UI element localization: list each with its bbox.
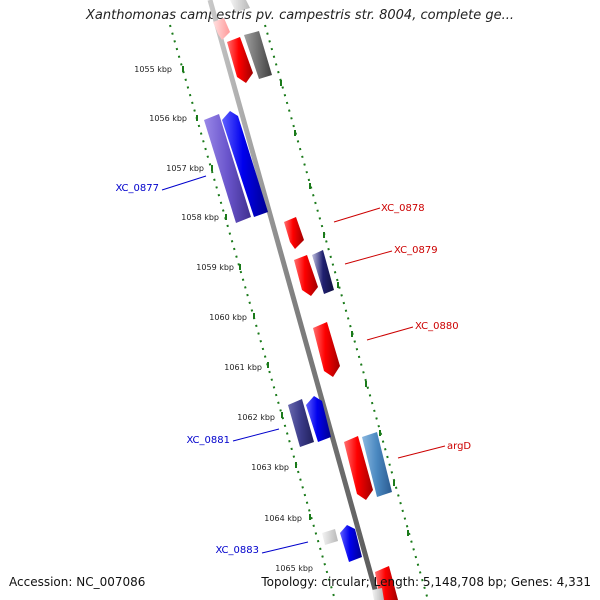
genes — [204, 0, 398, 600]
gene-label-xc0880[interactable]: XC_0880 — [415, 321, 459, 332]
map-title: Xanthomonas campestris pv. campestris st… — [86, 8, 514, 23]
kbp-label: 1063 kbp — [251, 463, 289, 472]
gene-label-xc0877[interactable]: XC_0877 — [115, 183, 159, 194]
gene-feature[interactable] — [344, 436, 373, 500]
gene-feature[interactable] — [222, 111, 268, 217]
gene-feature[interactable] — [213, 18, 230, 40]
kbp-label: 1059 kbp — [196, 263, 234, 272]
gene-label-argd[interactable]: argD — [447, 441, 471, 452]
kbp-label: 1062 kbp — [237, 413, 275, 422]
inner-tick-track — [169, 24, 336, 600]
kbp-label: 1057 kbp — [166, 164, 204, 173]
outer-major-ticks — [280, 80, 409, 536]
gene-feature[interactable] — [244, 31, 272, 79]
kbp-label: 1058 kbp — [181, 213, 219, 222]
gene-feature[interactable] — [288, 399, 314, 447]
gene-feature[interactable] — [204, 114, 251, 223]
inner-major-ticks — [182, 66, 311, 520]
kbp-label: 1061 kbp — [224, 363, 262, 372]
gene-label-xc0881[interactable]: XC_0881 — [186, 435, 230, 446]
gene-feature[interactable] — [340, 525, 362, 562]
kbp-label: 1060 kbp — [209, 313, 247, 322]
accession-text: Accession: NC_007086 — [9, 575, 146, 589]
kbp-labels: 1055 kbp 1056 kbp 1057 kbp 1058 kbp 1059… — [134, 65, 313, 573]
gene-label-xc0878[interactable]: XC_0878 — [381, 203, 425, 214]
kbp-label: 1064 kbp — [264, 514, 302, 523]
gene-labels: XC_0877 XC_0878 XC_0879 XC_0880 XC_0881 … — [115, 183, 471, 556]
gene-feature[interactable] — [230, 0, 250, 12]
kbp-label: 1065 kbp — [275, 564, 313, 573]
gene-feature[interactable] — [284, 217, 304, 249]
gene-feature[interactable] — [306, 396, 331, 442]
gene-feature[interactable] — [312, 250, 334, 294]
gene-feature[interactable] — [313, 322, 340, 377]
gene-feature[interactable] — [372, 588, 384, 600]
gene-feature[interactable] — [362, 432, 392, 497]
gene-label-xc0879[interactable]: XC_0879 — [394, 245, 438, 256]
gene-feature[interactable] — [322, 529, 338, 545]
kbp-label: 1055 kbp — [134, 65, 172, 74]
leader-lines — [161, 175, 446, 554]
topology-text: Topology: circular; Length: 5,148,708 bp… — [261, 575, 591, 589]
genome-backbone — [207, 0, 381, 600]
gene-feature[interactable] — [227, 37, 253, 83]
kbp-label: 1056 kbp — [149, 114, 187, 123]
gene-feature[interactable] — [294, 255, 318, 296]
gene-label-xc0883[interactable]: XC_0883 — [215, 545, 259, 556]
